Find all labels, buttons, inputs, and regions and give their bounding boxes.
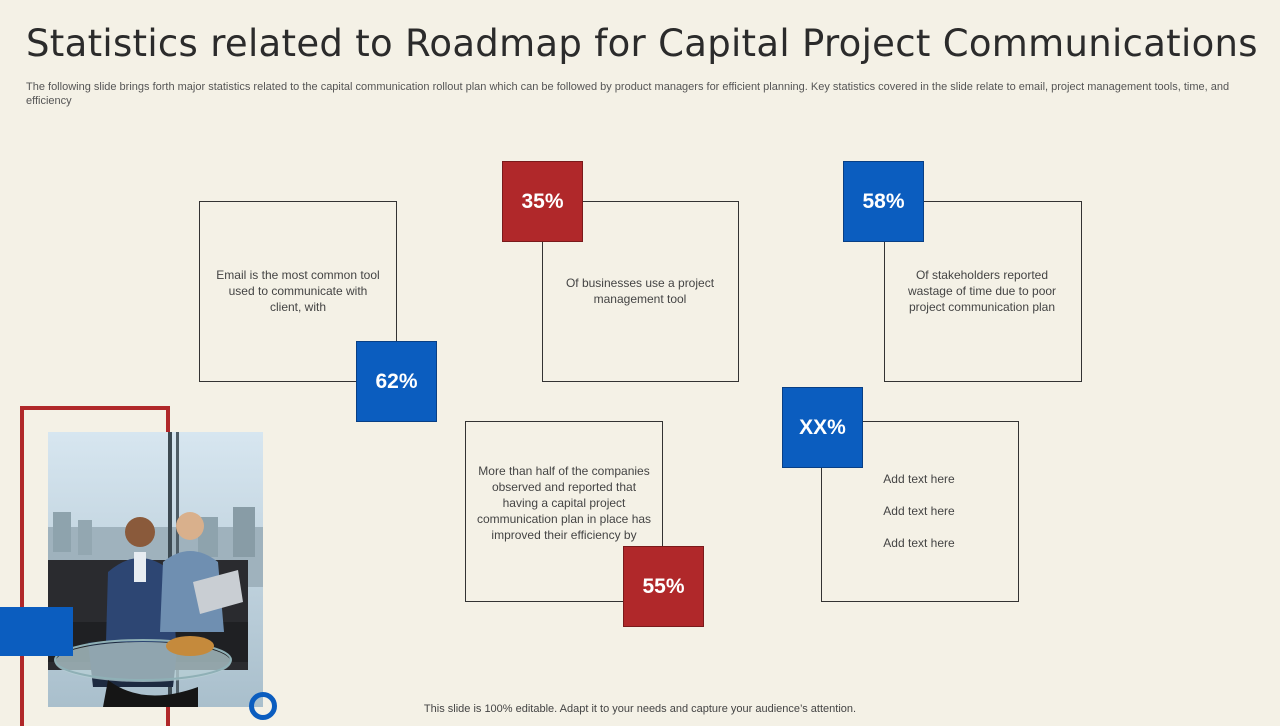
placeholder-line-1: Add text here bbox=[883, 472, 955, 486]
footer-note: This slide is 100% editable. Adapt it to… bbox=[423, 703, 857, 715]
stat-card-pm-tool bbox=[542, 201, 739, 382]
blue-block-decoration bbox=[0, 607, 73, 656]
stat-badge-pm-tool: 35% bbox=[502, 161, 583, 242]
stat-card-email bbox=[199, 201, 397, 382]
stat-text-placeholder: Add text here Add text here Add text her… bbox=[836, 471, 1002, 567]
stat-text-pm-tool: Of businesses use a project management t… bbox=[565, 276, 715, 306]
stat-text-email: Email is the most common tool used to co… bbox=[216, 268, 380, 314]
slide-title: Statistics related to Roadmap for Capita… bbox=[26, 22, 1258, 65]
stat-badge-placeholder: XX% bbox=[782, 387, 863, 468]
stat-card-placeholder bbox=[821, 421, 1019, 602]
stat-badge-email: 62% bbox=[356, 341, 437, 422]
stat-text-stakeholders: Of stakeholders reported wastage of time… bbox=[907, 268, 1057, 314]
stat-text-efficiency: More than half of the companies observed… bbox=[476, 464, 652, 542]
stat-badge-efficiency: 55% bbox=[623, 546, 704, 627]
blue-ring-decoration bbox=[249, 692, 277, 720]
placeholder-line-2: Add text here bbox=[883, 504, 955, 518]
slide-subtitle: The following slide brings forth major s… bbox=[26, 81, 1230, 107]
placeholder-line-3: Add text here bbox=[883, 536, 955, 550]
stat-card-stakeholders bbox=[884, 201, 1082, 382]
stat-badge-stakeholders: 58% bbox=[843, 161, 924, 242]
business-people-photo bbox=[48, 432, 263, 707]
stat-card-efficiency bbox=[465, 421, 663, 602]
